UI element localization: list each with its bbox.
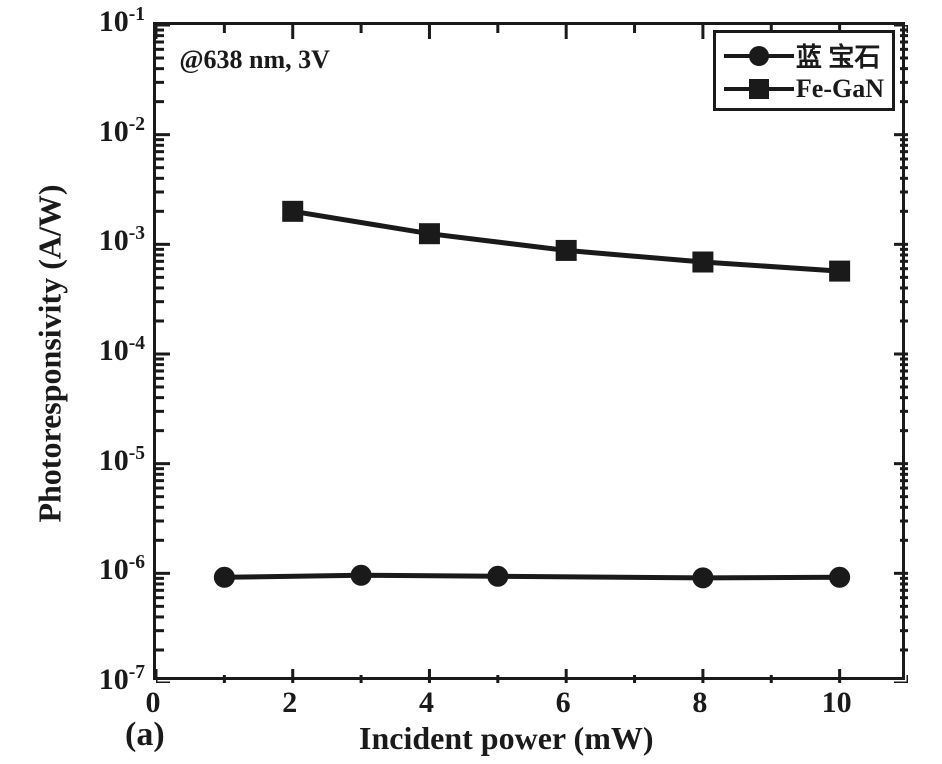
marker-square [556, 240, 576, 260]
chart-annotation: @638 nm, 3V [179, 45, 330, 75]
marker-square [283, 201, 303, 221]
circle-marker-icon [749, 46, 769, 66]
x-tick-label: 6 [556, 686, 571, 720]
marker-circle [351, 565, 371, 585]
legend: 蓝 宝石Fe-GaN [713, 30, 895, 111]
series-line-0 [224, 575, 839, 578]
legend-swatch [724, 44, 794, 68]
x-tick-label: 4 [419, 686, 434, 720]
marker-square [419, 224, 439, 244]
legend-label: 蓝 宝石 [796, 37, 881, 74]
x-tick-label: 10 [822, 686, 852, 720]
x-tick-label: 0 [146, 686, 161, 720]
panel-label: (a) [125, 716, 165, 754]
square-marker-icon [749, 79, 769, 99]
plot-svg [156, 25, 908, 683]
y-tick-label: 10-5 [99, 443, 145, 478]
marker-circle [693, 568, 713, 588]
y-tick-label: 10-1 [99, 4, 145, 39]
legend-item: 蓝 宝石 [724, 37, 884, 74]
legend-item: Fe-GaN [724, 74, 884, 104]
legend-label: Fe-GaN [796, 74, 884, 104]
y-tick-label: 10-3 [99, 223, 145, 258]
marker-square [830, 261, 850, 281]
y-tick-label: 10-4 [99, 333, 145, 368]
marker-circle [488, 566, 508, 586]
legend-swatch [724, 77, 794, 101]
y-tick-label: 10-2 [99, 114, 145, 149]
chart-container: Photoresponsivity (A/W) Incident power (… [0, 0, 942, 764]
x-tick-label: 8 [692, 686, 707, 720]
y-tick-label: 10-6 [99, 552, 145, 587]
marker-circle [214, 567, 234, 587]
plot-area [153, 22, 905, 680]
x-tick-label: 2 [282, 686, 297, 720]
x-axis-label: Incident power (mW) [359, 720, 654, 757]
y-tick-label: 10-7 [99, 662, 145, 697]
marker-square [693, 252, 713, 272]
y-axis-label: Photoresponsivity (A/W) [32, 154, 69, 554]
marker-circle [830, 567, 850, 587]
